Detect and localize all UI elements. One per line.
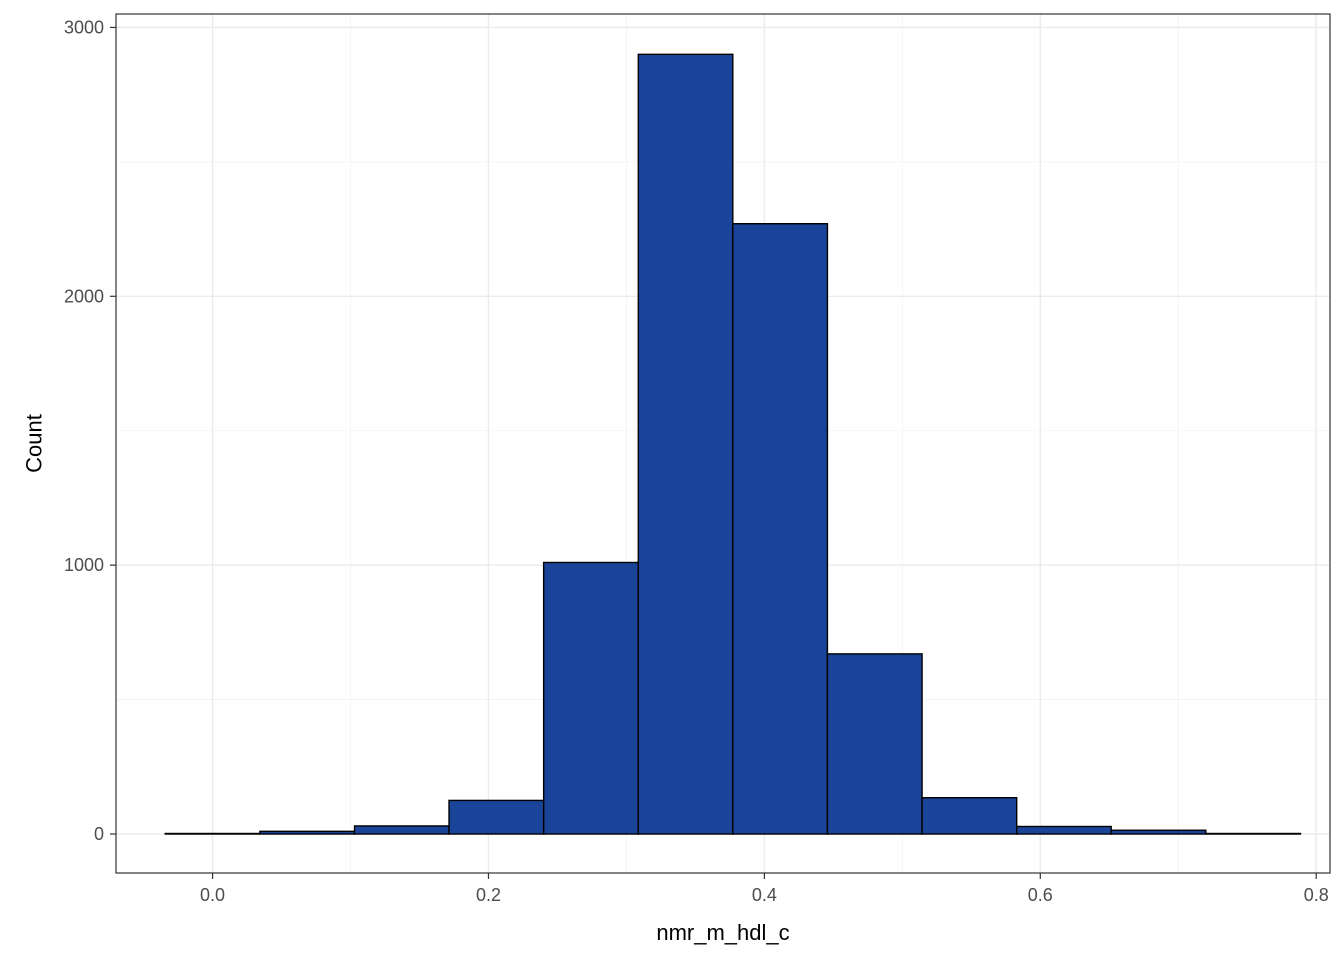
histogram-bar (259, 830, 356, 835)
y-tick-label: 0 (94, 824, 104, 844)
x-tick-label: 0.2 (476, 885, 501, 905)
histogram-bar (542, 561, 639, 835)
histogram-bar (1016, 825, 1112, 835)
histogram-bar (1110, 829, 1207, 835)
histogram-bar (164, 832, 261, 835)
histogram-bar (732, 223, 829, 835)
histogram-bar (353, 825, 450, 835)
y-axis: 0 1000 2000 3000 (64, 17, 116, 844)
x-axis: 0.0 0.2 0.4 0.6 0.8 (200, 873, 1329, 905)
x-tick-label: 0.6 (1028, 885, 1053, 905)
histogram-bar (637, 53, 734, 835)
x-tick-label: 0.0 (200, 885, 225, 905)
y-tick-label: 1000 (64, 555, 104, 575)
histogram-bar (921, 797, 1018, 835)
x-tick-label: 0.4 (752, 885, 777, 905)
histogram-bar (826, 653, 923, 835)
x-tick-label: 0.8 (1304, 885, 1329, 905)
histogram-bar (448, 799, 545, 835)
y-tick-label: 2000 (64, 286, 104, 306)
y-tick-label: 3000 (64, 17, 104, 37)
histogram-bar (1205, 832, 1302, 835)
x-axis-title: nmr_m_hdl_c (656, 920, 789, 945)
histogram-bars (164, 53, 1302, 835)
plot-panel-border (115, 13, 1331, 874)
y-axis-title: Count (22, 414, 47, 473)
